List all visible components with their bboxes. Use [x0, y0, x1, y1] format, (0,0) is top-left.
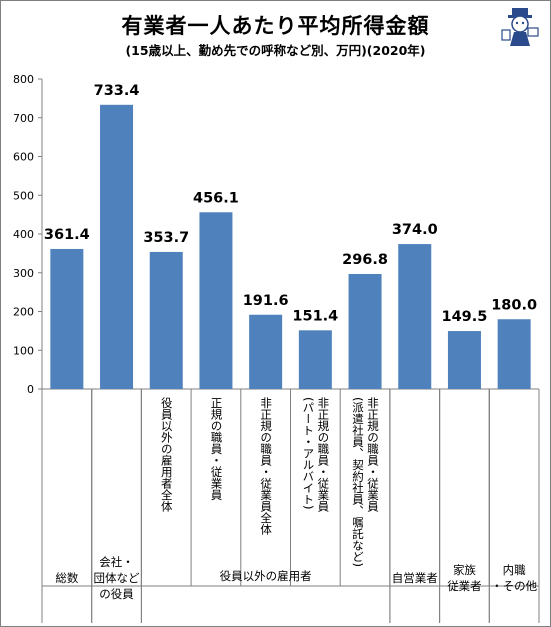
category-group-label: 総数: [55, 571, 79, 585]
bar: [298, 330, 332, 389]
category-group-label: 家族 従業者: [447, 563, 482, 593]
category-group-label: 役員以外の雇用者: [219, 569, 312, 583]
bar: [149, 251, 183, 389]
y-tick-label: 100: [13, 344, 34, 357]
y-tick-label: 600: [13, 151, 34, 164]
y-tick-label: 300: [13, 267, 34, 280]
y-tick-label: 0: [27, 383, 34, 396]
bar-value-label: 151.4: [292, 308, 338, 324]
category-sublabel: 非正規の職員・従業員 (派遣社員、契約社員、嘱託など): [351, 397, 381, 567]
bar: [199, 212, 233, 389]
bar-value-label: 353.7: [143, 230, 189, 246]
bar: [398, 244, 432, 389]
bar-value-label: 456.1: [193, 190, 239, 206]
reporter-mascot-icon: [501, 8, 539, 46]
category-sublabel: 正規の職員・従業員: [209, 397, 224, 501]
chart-title: 有業者一人あたり平均所得金額: [121, 14, 430, 38]
bar: [249, 314, 283, 389]
bar-value-label: 296.8: [342, 252, 388, 268]
y-tick-label: 500: [13, 189, 34, 202]
category-sublabel: 非正規の職員・従業員 (パート・アルバイト): [301, 397, 331, 512]
category-group-label: 自営業者: [391, 571, 438, 585]
bar-value-label: 374.0: [392, 222, 438, 238]
bar: [497, 319, 531, 389]
y-tick-label: 800: [13, 73, 34, 86]
bar-value-label: 191.6: [243, 293, 289, 309]
bar: [50, 248, 84, 389]
bar-value-label: 733.4: [94, 83, 140, 99]
bar: [100, 104, 134, 390]
category-group-label: 内職 ・その他: [491, 563, 538, 593]
bar-value-label: 149.5: [442, 309, 488, 325]
bar: [447, 331, 481, 389]
category-sublabel: 非正規の職員・従業員全体: [259, 397, 274, 535]
bar-value-label: 180.0: [491, 297, 537, 313]
category-sublabel: 役員以外の雇用者全体: [159, 397, 174, 512]
chart-subtitle: (15歳以上、勤め先での呼称など別、万円)(2020年): [125, 43, 426, 58]
bar: [348, 273, 382, 389]
category-group-label: 会社・ 団体など の役員: [93, 555, 140, 601]
y-tick-label: 700: [13, 112, 34, 125]
bar-value-label: 361.4: [44, 227, 90, 243]
y-tick-label: 400: [13, 228, 34, 241]
y-tick-label: 200: [13, 306, 34, 319]
